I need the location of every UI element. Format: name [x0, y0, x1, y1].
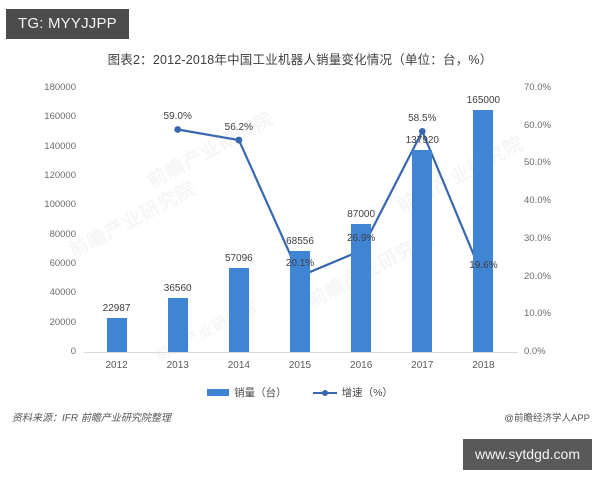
- y-axis-left-tick: 20000: [49, 316, 76, 328]
- bar-value-label: 22987: [102, 303, 131, 315]
- legend-item-growth[interactable]: 增速（%）: [312, 385, 393, 400]
- bar-value-label: 165000: [466, 95, 501, 106]
- y-axis-right-tick: 10.0%: [524, 308, 551, 320]
- y-axis-right-tick: 30.0%: [524, 232, 551, 244]
- source-note: 资料来源：IFR 前瞻产业研究院整理: [12, 413, 171, 424]
- y-axis-left-tick: 80000: [49, 228, 76, 240]
- y-axis-left-tick: 0: [70, 346, 76, 357]
- y-axis-left-tick: 120000: [44, 170, 76, 181]
- bar-value-label: 87000: [347, 209, 376, 221]
- legend-label-growth: 增速（%）: [341, 387, 393, 399]
- legend-item-sales[interactable]: 销量（台）: [207, 385, 287, 400]
- bar-value-label: 36560: [163, 283, 192, 295]
- line-marker-icon: [312, 389, 337, 397]
- y-axis-right-tick: 20.0%: [524, 270, 551, 282]
- line-data-point[interactable]: [235, 136, 243, 144]
- bar-value-label: 68556: [286, 236, 314, 248]
- growth-value-label: 58.5%: [408, 113, 437, 125]
- chart-title: 图表2：2012-2018年中国工业机器人销量变化情况（单位：台，%）: [107, 53, 493, 67]
- growth-value-label: 59.0%: [163, 111, 192, 123]
- y-axis-right-tick: 60.0%: [524, 119, 551, 131]
- growth-value-label: 19.6%: [469, 260, 498, 272]
- y-axis-right-tick: 70.0%: [524, 82, 551, 93]
- y-axis-left-tick: 60000: [49, 258, 76, 269]
- bar[interactable]: [106, 318, 127, 352]
- x-axis-tick: 2012: [105, 360, 128, 371]
- line-data-point[interactable]: [174, 126, 182, 133]
- x-axis-tick: 2014: [227, 360, 250, 371]
- bar[interactable]: [228, 268, 249, 352]
- growth-line-path: [177, 128, 485, 279]
- bar-value-label: 137920: [405, 134, 439, 146]
- site-watermark-badge: www.sytdgd.com: [462, 439, 592, 470]
- x-axis-line: [84, 352, 518, 353]
- y-axis-right-tick: 40.0%: [524, 195, 551, 207]
- x-axis-tick: 2018: [472, 360, 495, 371]
- plot-area: [86, 88, 514, 352]
- bar-swatch-icon: [207, 389, 230, 396]
- x-axis-tick: 2017: [411, 360, 434, 371]
- app-credit: @前瞻经济学人APP: [504, 413, 590, 424]
- bar[interactable]: [473, 110, 494, 352]
- bar[interactable]: [290, 251, 310, 352]
- line-data-point[interactable]: [418, 127, 426, 135]
- y-axis-left-tick: 40000: [49, 287, 76, 299]
- y-axis-left-tick: 140000: [44, 140, 76, 152]
- y-axis-left-tick: 100000: [44, 199, 76, 211]
- bar[interactable]: [412, 149, 433, 352]
- y-axis-left-tick: 180000: [44, 82, 76, 93]
- growth-value-label: 20.1%: [285, 258, 315, 270]
- legend-label-sales: 销量（台）: [234, 387, 287, 399]
- tg-channel-badge: TG: MYYJJPP: [6, 9, 129, 39]
- y-axis-right-tick: 0.0%: [524, 346, 546, 357]
- bar-value-label: 57096: [224, 253, 253, 265]
- bar[interactable]: [167, 298, 188, 352]
- growth-value-label: 56.2%: [224, 122, 254, 134]
- y-axis-left-tick: 160000: [44, 111, 76, 123]
- growth-value-label: 26.9%: [346, 232, 376, 244]
- y-axis-right-tick: 50.0%: [524, 157, 551, 169]
- x-axis-tick: 2013: [166, 360, 189, 371]
- x-axis-tick: 2015: [288, 360, 312, 371]
- x-axis-tick: 2016: [350, 360, 373, 371]
- bar[interactable]: [351, 224, 372, 352]
- chart-legend: 销量（台） 增速（%）: [0, 385, 600, 400]
